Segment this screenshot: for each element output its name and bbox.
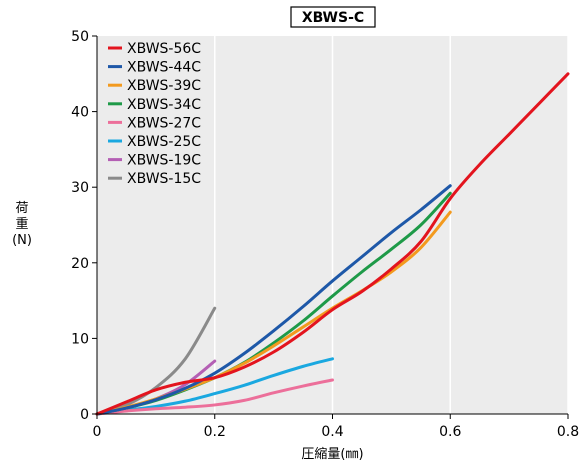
x-tick-label: 0.8	[557, 424, 579, 440]
x-axis-label: 圧縮量(㎜)	[301, 446, 363, 462]
legend-label-xbws-44c: XBWS-44C	[127, 60, 201, 76]
series-line-xbws-44c	[95, 184, 452, 416]
x-tick-label: 0	[93, 424, 102, 440]
y-tick-label: 40	[71, 105, 89, 121]
x-tick-label: 0.4	[321, 424, 343, 440]
series-line-xbws-27c	[95, 378, 334, 416]
title-box	[290, 6, 376, 28]
legend-label-xbws-19c: XBWS-19C	[127, 153, 201, 169]
x-tick-label: 0.6	[439, 424, 461, 440]
legend-label-xbws-56c: XBWS-56C	[127, 41, 201, 57]
y-axis-label-part: (N)	[12, 233, 32, 248]
x-tick-label: 0.2	[204, 424, 226, 440]
y-tick-label: 30	[71, 180, 89, 196]
y-tick-label: 10	[71, 331, 89, 347]
legend-label-xbws-39c: XBWS-39C	[127, 78, 201, 94]
y-tick-label: 50	[71, 29, 89, 45]
legend-label-xbws-15c: XBWS-15C	[127, 171, 201, 187]
chart-title: XBWS-C	[302, 10, 364, 26]
y-axis-label-part: 重	[15, 216, 28, 232]
y-tick-label: 20	[71, 256, 89, 272]
y-tick-label: 0	[80, 407, 89, 423]
y-axis-label-part: 荷	[15, 201, 28, 216]
legend-label-xbws-27c: XBWS-27C	[127, 115, 201, 131]
legend-label-xbws-25c: XBWS-25C	[127, 134, 201, 150]
legend-label-xbws-34c: XBWS-34C	[127, 97, 201, 113]
series-line-xbws-56c	[95, 72, 570, 416]
